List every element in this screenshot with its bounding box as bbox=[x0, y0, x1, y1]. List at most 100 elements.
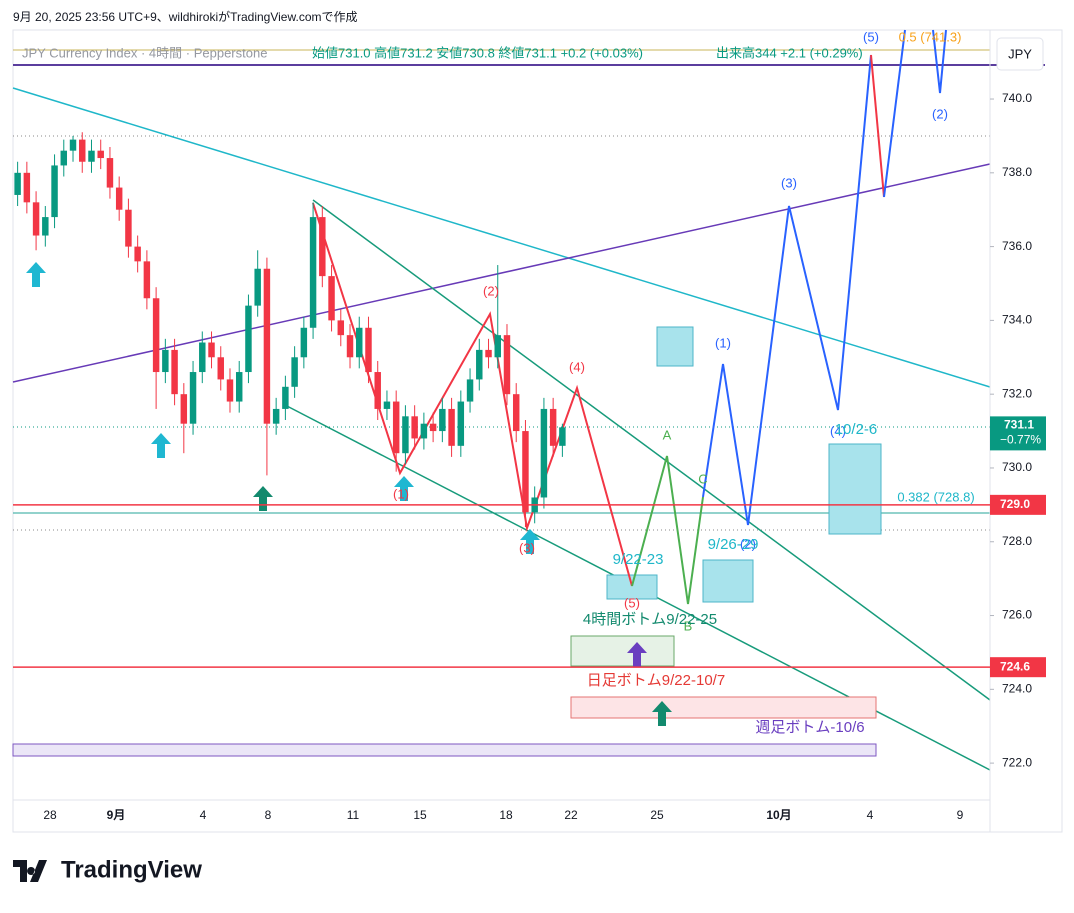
price-tag-label: 724.6 bbox=[1000, 659, 1030, 673]
candle-body bbox=[365, 327, 372, 373]
x-tick-label: 4 bbox=[867, 808, 874, 822]
candle-body bbox=[540, 408, 548, 498]
x-tick-label: 8 bbox=[265, 808, 272, 822]
fib-label: 0.5 (741.3) bbox=[899, 29, 962, 44]
candle-body bbox=[254, 268, 261, 306]
candle-body bbox=[411, 416, 418, 439]
candle-body bbox=[319, 217, 326, 277]
candle-body bbox=[457, 401, 465, 446]
zone-box bbox=[702, 559, 754, 603]
wave-line bbox=[932, 29, 947, 94]
candle-body bbox=[226, 379, 234, 402]
wave-label: A bbox=[663, 427, 672, 442]
y-tick-label: 730.0 bbox=[1002, 460, 1032, 474]
zone-label: 週足ボトム-10/6 bbox=[755, 719, 864, 736]
candle-body bbox=[263, 268, 271, 424]
wave-line bbox=[631, 455, 704, 605]
y-tick-label: 726.0 bbox=[1002, 608, 1032, 622]
zone-label: 4時間ボトム9/22-25 bbox=[583, 611, 717, 628]
candle-body bbox=[97, 150, 104, 159]
y-tick-label: 732.0 bbox=[1002, 386, 1032, 400]
candle-body bbox=[115, 187, 123, 210]
wave-line bbox=[870, 54, 885, 198]
candle-body bbox=[356, 327, 363, 358]
x-tick-label: 15 bbox=[413, 808, 427, 822]
zone-box bbox=[570, 696, 877, 719]
candle-body bbox=[291, 357, 298, 387]
x-tick-label: 18 bbox=[499, 808, 513, 822]
price-tag bbox=[990, 494, 1046, 515]
candle-body bbox=[337, 320, 345, 336]
y-tick-label: 724.0 bbox=[1002, 681, 1032, 695]
price-tag-label: 729.0 bbox=[1000, 497, 1030, 511]
candle-body bbox=[235, 372, 243, 402]
candle-body bbox=[466, 379, 474, 402]
wave-label: (1) bbox=[715, 335, 731, 350]
zone-label: 9/22-23 bbox=[613, 551, 664, 568]
x-tick-label: 9 bbox=[957, 808, 964, 822]
candle-body bbox=[125, 209, 132, 247]
arrow bbox=[652, 701, 672, 726]
wave-label: B bbox=[684, 618, 693, 633]
y-tick-label: 740.0 bbox=[1002, 91, 1032, 105]
wave-label: C bbox=[698, 471, 707, 486]
candle-body bbox=[503, 335, 511, 395]
legend-ohlc: 始値731.0 高値731.2 安値730.8 終値731.1 +0.2 (+0… bbox=[312, 45, 643, 60]
candle-body bbox=[42, 217, 49, 236]
brand: TradingView bbox=[61, 856, 202, 883]
x-tick-label: 10月 bbox=[766, 808, 791, 822]
candle-body bbox=[32, 202, 40, 236]
x-tick-label: 25 bbox=[650, 808, 664, 822]
wave-label: (2) bbox=[932, 106, 948, 121]
logo: TradingView bbox=[13, 856, 202, 883]
candle-body bbox=[374, 372, 381, 409]
wave-label: (4) bbox=[830, 423, 846, 438]
wave-line bbox=[312, 202, 633, 587]
arrow bbox=[394, 476, 414, 501]
frame bbox=[12, 29, 1063, 833]
wave-label: (1) bbox=[393, 486, 409, 501]
zone-box bbox=[828, 443, 882, 535]
candle-body bbox=[69, 139, 77, 151]
wave-label: (5) bbox=[624, 595, 640, 610]
wave-label: (2) bbox=[740, 536, 756, 551]
candle-body bbox=[346, 335, 354, 358]
annotations: (1) (2) (3) (4) (5) A B C (1) (2) (3) (4… bbox=[393, 29, 975, 736]
y-tick-label: 734.0 bbox=[1002, 313, 1032, 327]
candle-body bbox=[88, 150, 95, 162]
candle-body bbox=[383, 401, 391, 409]
fib-label: 0.382 (728.8) bbox=[897, 489, 974, 504]
candle-body bbox=[23, 172, 31, 203]
price-tag bbox=[990, 657, 1046, 678]
y-tick-label: 736.0 bbox=[1002, 239, 1032, 253]
currency[interactable]: JPY bbox=[1008, 46, 1032, 61]
candle-body bbox=[448, 408, 455, 446]
wave-label: (5) bbox=[863, 29, 879, 44]
candle-body bbox=[476, 349, 483, 380]
wave-line bbox=[702, 54, 872, 526]
candle-body bbox=[79, 139, 86, 162]
wave-line bbox=[883, 29, 906, 198]
y-tick-label: 738.0 bbox=[1002, 165, 1032, 179]
candle-body bbox=[439, 408, 446, 432]
candle-body bbox=[208, 342, 215, 358]
candle-body bbox=[152, 298, 160, 373]
candle-body bbox=[143, 261, 151, 299]
wave-label: (3) bbox=[781, 175, 797, 190]
arrow bbox=[151, 433, 171, 458]
currency-button[interactable] bbox=[996, 37, 1044, 71]
caption: 9月 20, 2025 23:56 UTC+9、wildhirokiがTradi… bbox=[13, 9, 358, 24]
candle-body bbox=[328, 276, 335, 321]
candle-body bbox=[282, 386, 289, 409]
zone-box bbox=[12, 743, 877, 757]
x-tick-label: 28 bbox=[43, 808, 57, 822]
candle-body bbox=[420, 423, 428, 439]
channel-line bbox=[312, 199, 991, 701]
candle-body bbox=[300, 327, 308, 358]
arrow bbox=[627, 642, 647, 667]
trend-line bbox=[12, 163, 991, 383]
candle-body bbox=[134, 246, 141, 262]
arrow bbox=[520, 529, 540, 554]
candle-body bbox=[14, 172, 21, 195]
